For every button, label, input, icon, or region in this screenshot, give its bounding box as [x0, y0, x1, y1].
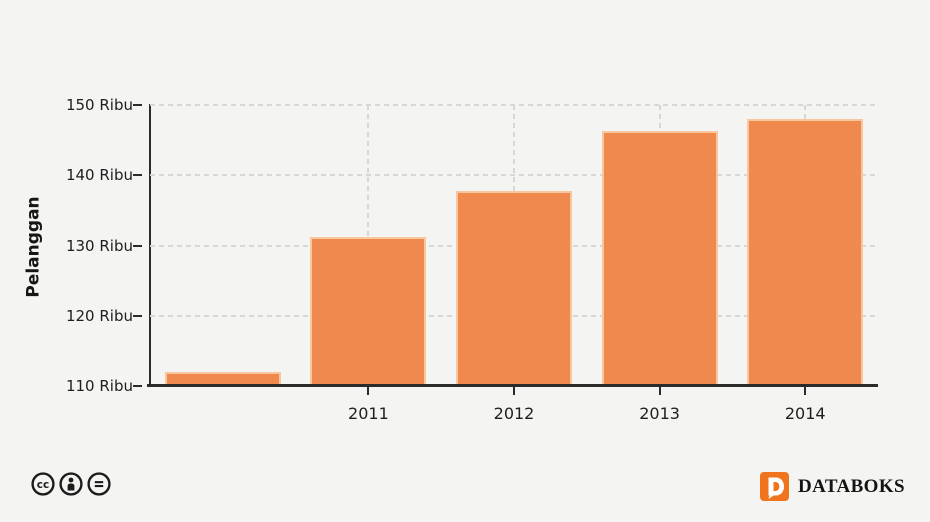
bar-2014[interactable]	[747, 119, 864, 386]
x-tick-mark	[367, 387, 370, 395]
bar-2013[interactable]	[601, 130, 718, 386]
y-tick-label: 150 Ribu	[65, 96, 133, 114]
databoks-logo[interactable]: DATABOKS	[759, 472, 905, 501]
x-tick-mark	[658, 387, 661, 395]
y-tick-label: 120 Ribu	[65, 306, 133, 325]
x-tick-mark	[513, 387, 515, 395]
y-tick-mark	[133, 244, 142, 247]
y-tick-label: 110 Ribu	[65, 377, 133, 395]
y-tick-mark	[133, 104, 142, 106]
x-tick-label: 2014	[784, 404, 826, 423]
y-tick-mark	[133, 314, 142, 317]
x-tick-label: 2011	[348, 404, 389, 423]
bar-2011[interactable]	[310, 237, 427, 386]
databoks-logo-text: DATABOKS	[797, 475, 905, 497]
attribution-icon	[59, 472, 83, 496]
y-tick-label: 140 Ribu	[65, 166, 133, 185]
bar-2012[interactable]	[456, 190, 572, 386]
y-tick-mark	[133, 174, 142, 177]
x-axis-line	[147, 384, 878, 387]
databoks-logo-icon	[759, 472, 789, 501]
x-tick-label: 2012	[493, 404, 535, 423]
license-badges[interactable]: cc	[31, 472, 111, 496]
x-tick-label: 2013	[639, 404, 680, 423]
cc-icon: cc	[31, 472, 55, 496]
x-tick-mark	[804, 387, 807, 395]
y-tick-label: 130 Ribu	[65, 236, 133, 255]
no-derivatives-icon	[87, 472, 111, 496]
y-tick-mark	[133, 385, 142, 387]
svg-text:cc: cc	[37, 479, 49, 491]
